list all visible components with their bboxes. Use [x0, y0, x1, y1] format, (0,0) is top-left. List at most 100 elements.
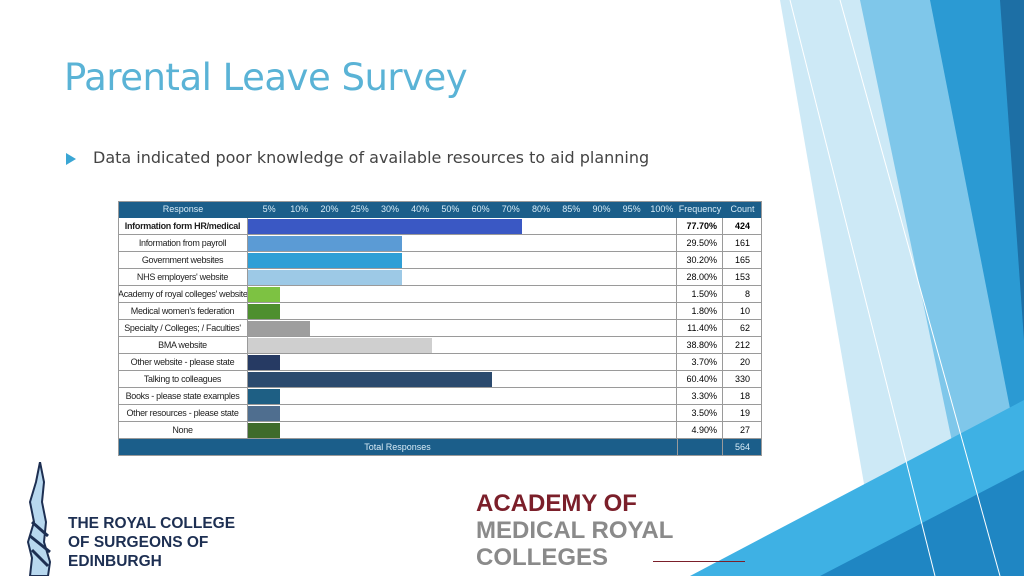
header-scale-label: 80%	[532, 204, 551, 214]
row-bar-cell	[248, 303, 677, 320]
total-separator	[677, 439, 723, 456]
row-bar	[248, 304, 280, 319]
row-frequency: 38.80%	[677, 337, 723, 354]
row-label: Talking to colleagues	[118, 371, 248, 388]
row-bar	[248, 287, 280, 302]
row-frequency: 29.50%	[677, 235, 723, 252]
row-bar-cell	[248, 218, 677, 235]
row-label: None	[118, 422, 248, 439]
header-scale-label: 40%	[411, 204, 430, 214]
row-bar	[248, 338, 432, 353]
table-row: Talking to colleagues 60.40% 330	[118, 371, 762, 388]
table-header-row: Response Frequency Count 5% 10% 20% 25% 30% 4…	[118, 201, 762, 218]
total-label: Total Responses	[364, 442, 431, 452]
row-bar-cell	[248, 235, 677, 252]
table-row: Government websites 30.20% 165	[118, 252, 762, 269]
row-count: 62	[739, 323, 750, 333]
table-row: Specialty / Colleges; / Faculties' 11.40%…	[118, 320, 762, 337]
bullet-arrow-icon	[66, 153, 76, 165]
row-bar	[248, 372, 492, 387]
header-scale-label: 100%	[650, 204, 674, 214]
row-count: 161	[734, 238, 750, 248]
header-scale-label: 10%	[290, 204, 309, 214]
rcs-crest-icon	[26, 462, 52, 576]
row-frequency: 11.40%	[677, 320, 723, 337]
header-frequency: Frequency	[678, 204, 722, 214]
row-bar-cell	[248, 286, 677, 303]
row-frequency: 3.70%	[677, 354, 723, 371]
amrc-underline	[653, 561, 745, 562]
right-panel-darkest-shape	[1000, 0, 1024, 340]
slide-title: Parental Leave Survey	[64, 56, 468, 99]
row-bar-cell	[248, 422, 677, 439]
rcs-line-3: EDINBURGH	[68, 553, 162, 570]
header-response: Response	[162, 204, 204, 214]
row-frequency: 77.70%	[677, 218, 723, 235]
table-row: Information from payroll 29.50% 161	[118, 235, 762, 252]
row-bar	[248, 219, 522, 234]
divider-line	[839, 0, 1001, 576]
table-row: None 4.90% 27	[118, 422, 762, 439]
row-bar-cell	[248, 337, 677, 354]
amrc-line-2: MEDICAL ROYAL	[476, 517, 674, 544]
row-bar-cell	[248, 371, 677, 388]
header-scale-label: 85%	[562, 204, 581, 214]
row-frequency: 60.40%	[677, 371, 723, 388]
row-bar-cell	[248, 269, 677, 286]
row-count: 27	[739, 425, 750, 435]
row-bar-cell	[248, 354, 677, 371]
rcs-logo-text: THE ROYAL COLLEGE OF SURGEONS OF EDINBUR…	[68, 514, 235, 571]
table-row: NHS employers' website 28.00% 153	[118, 269, 762, 286]
row-label: Information form HR/medical	[118, 218, 248, 235]
row-frequency: 3.30%	[677, 388, 723, 405]
row-label: Medical women's federation	[118, 303, 248, 320]
row-bar-cell	[248, 388, 677, 405]
row-count: 165	[734, 255, 750, 265]
table-row: Medical women's federation 1.80% 10	[118, 303, 762, 320]
header-scale-label: 60%	[471, 204, 490, 214]
row-frequency: 1.50%	[677, 286, 723, 303]
divider-line	[789, 0, 936, 576]
row-label: Information from payroll	[118, 235, 248, 252]
row-count: 20	[739, 357, 750, 367]
amrc-line-3: COLLEGES	[476, 544, 609, 571]
table-row: Other resources - please state 3.50% 19	[118, 405, 762, 422]
row-count: 330	[734, 374, 750, 384]
row-count: 212	[734, 340, 750, 350]
row-bar	[248, 355, 280, 370]
row-count: 19	[739, 408, 750, 418]
right-panel-dark-shape	[930, 0, 1024, 480]
row-bar	[248, 270, 402, 285]
rcs-line-2: OF SURGEONS OF	[68, 534, 209, 551]
header-scale-label: 20%	[320, 204, 339, 214]
row-count: 18	[739, 391, 750, 401]
row-bar	[248, 253, 402, 268]
row-count: 10	[739, 306, 750, 316]
row-label: Government websites	[118, 252, 248, 269]
rcs-line-1: THE ROYAL COLLEGE	[68, 515, 236, 532]
row-bar-cell	[248, 320, 677, 337]
row-bar-cell	[248, 405, 677, 422]
survey-table: Response Frequency Count 5% 10% 20% 25% 30% 4…	[118, 201, 762, 456]
header-count: Count	[730, 204, 755, 214]
table-row: Academy of royal colleges' website 1.50% 8	[118, 286, 762, 303]
header-scale-label: 25%	[350, 204, 369, 214]
row-label: BMA website	[118, 337, 248, 354]
row-label: Other website - please state	[118, 354, 248, 371]
table-row: Books - please state examples 3.30% 18	[118, 388, 762, 405]
row-count: 424	[734, 221, 750, 231]
row-bar	[248, 389, 280, 404]
row-frequency: 30.20%	[677, 252, 723, 269]
row-label: Academy of royal colleges' website	[118, 286, 248, 303]
amrc-line-1: ACADEMY OF	[476, 490, 637, 517]
row-bar	[248, 406, 280, 421]
table-row: Other website - please state 3.70% 20	[118, 354, 762, 371]
row-frequency: 1.80%	[677, 303, 723, 320]
row-count: 8	[744, 289, 750, 299]
row-frequency: 4.90%	[677, 422, 723, 439]
header-scale-label: 5%	[262, 204, 276, 214]
table-row: BMA website 38.80% 212	[118, 337, 762, 354]
bullet-text: Data indicated poor knowledge of availab…	[93, 148, 650, 167]
header-scale-label: 90%	[592, 204, 611, 214]
